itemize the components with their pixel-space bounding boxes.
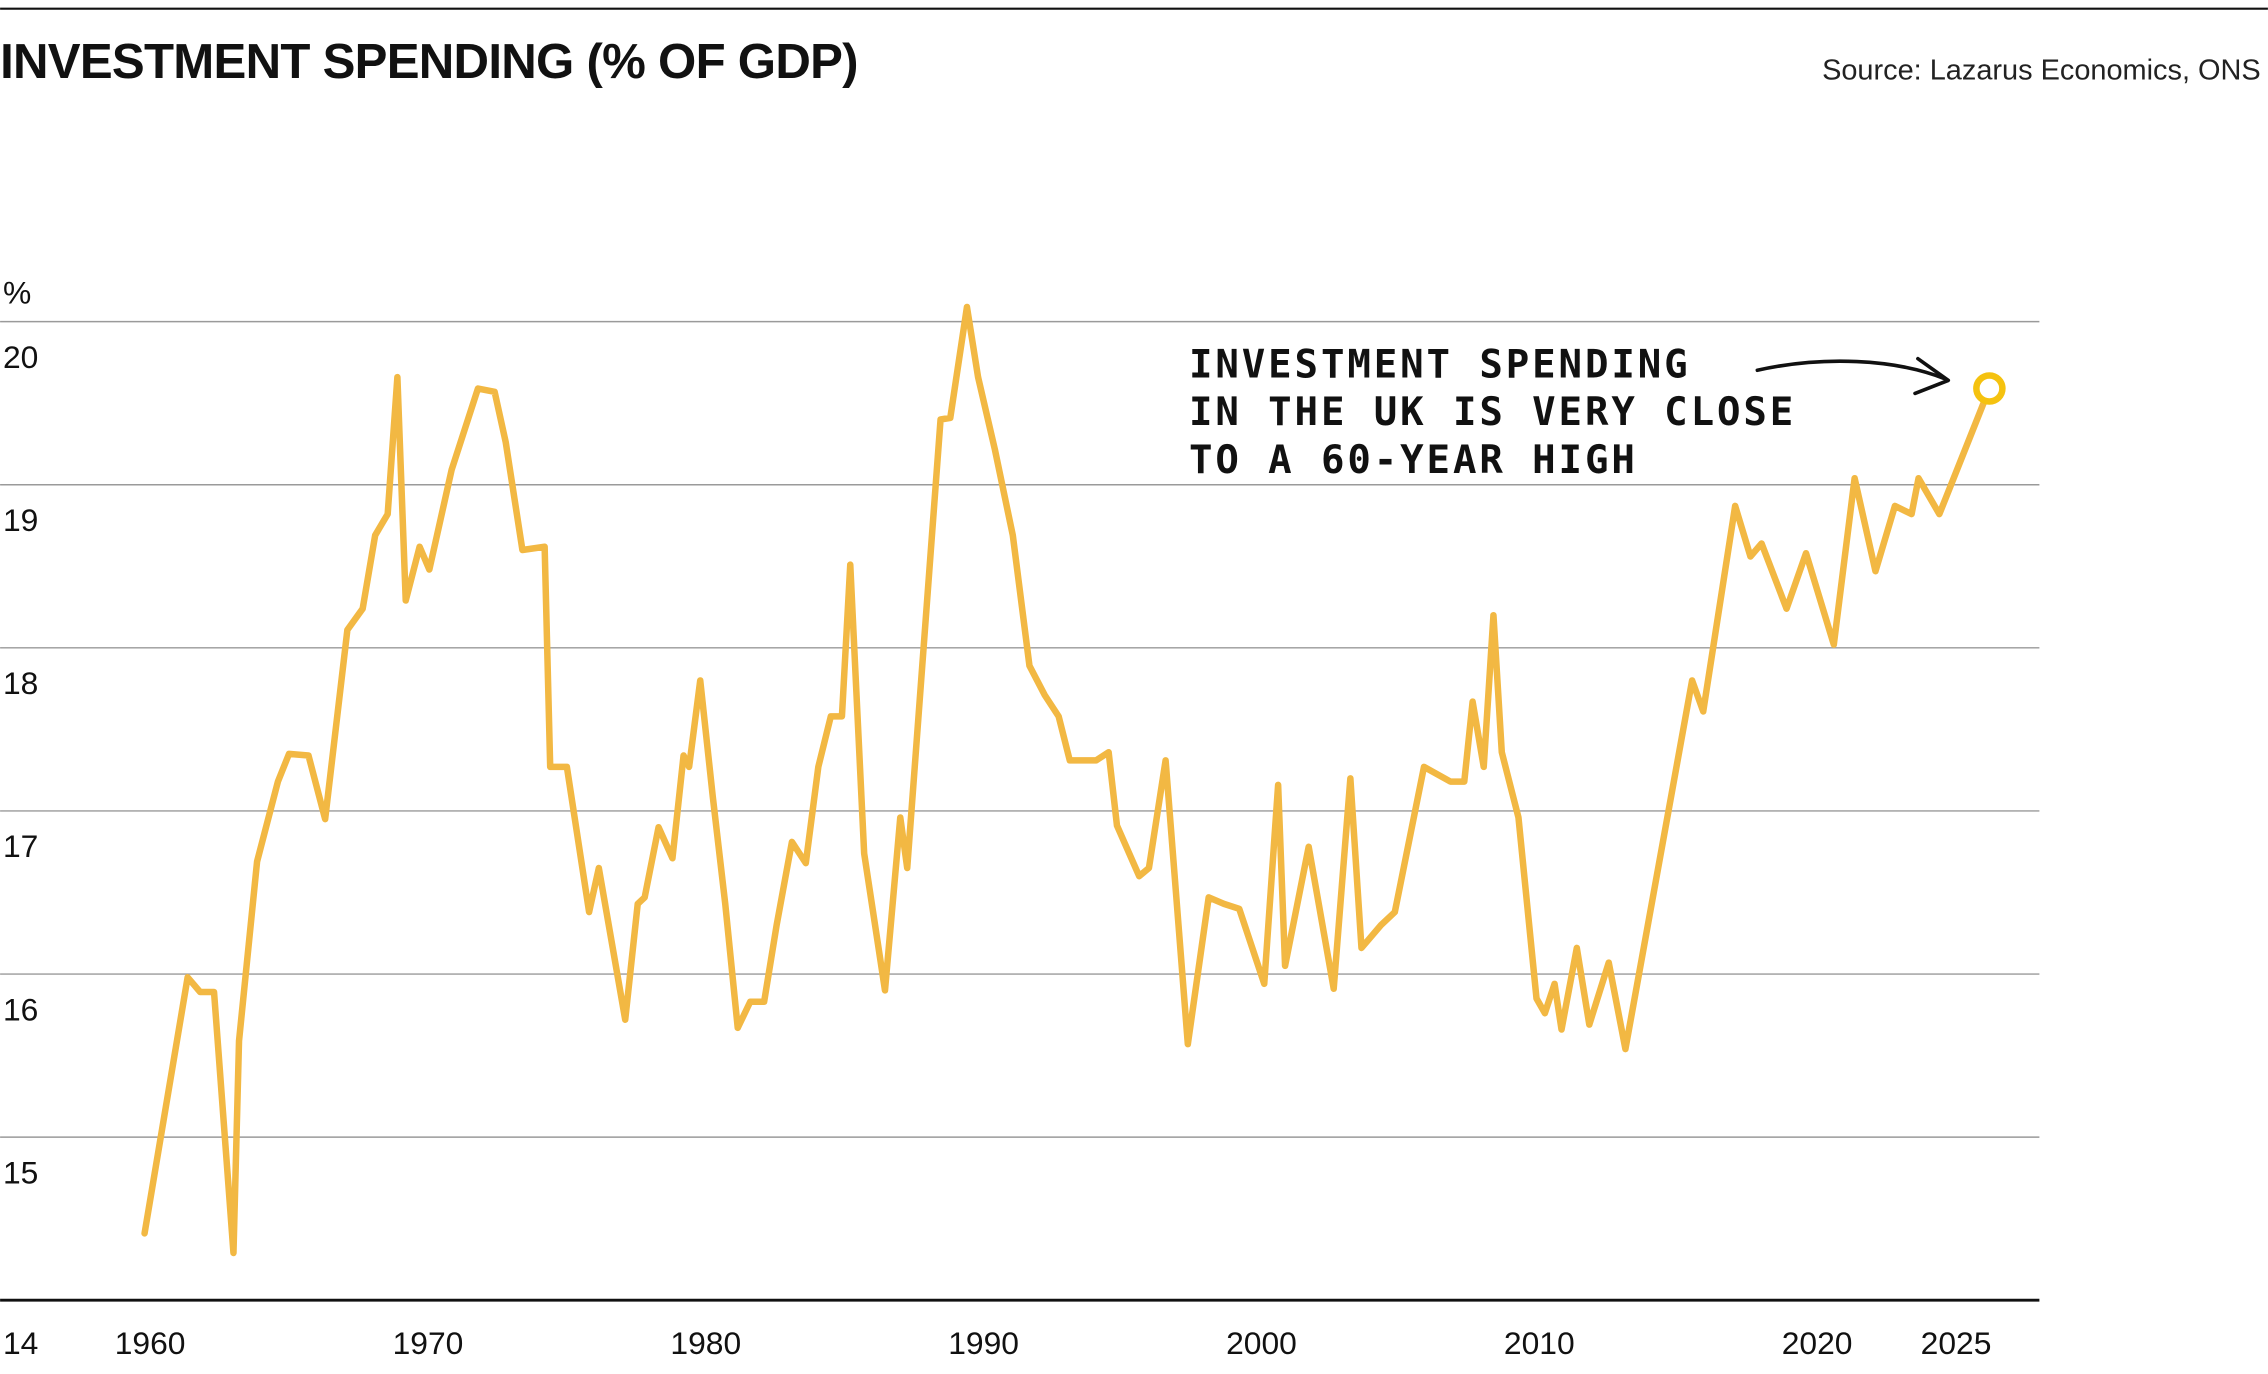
source: Source: Lazarus Economics, ONS [1822,55,2261,87]
y-tick-label: 20 [3,339,38,375]
annotation-arrow [1755,359,1948,381]
y-tick-label: 15 [3,1154,38,1190]
x-tick-label: 1980 [670,1325,741,1361]
chart-title: INVESTMENT SPENDING (% OF GDP) [0,34,858,89]
annotation-arrowhead [1913,356,1951,396]
y-tick-label: 19 [3,502,38,538]
data-line [141,303,1993,1257]
x-tick-label: 2020 [1782,1325,1853,1361]
annotation-line: IN THE UK IS VERY CLOSE [1189,390,1796,435]
end-point [1973,372,2006,405]
y-tick-label: 18 [3,665,38,701]
grid: 14 15 16 17 18 19 20 1960 1970 1980 1990 2000 2010 20… [0,320,2040,1361]
x-tick-label: 1970 [393,1325,464,1361]
y-tick-label: 17 [3,828,38,864]
x-tick-label: 2025 [1921,1325,1992,1361]
annotation-line: TO A 60-YEAR HIGH [1189,438,1638,483]
y-axis-label: % [3,275,31,311]
x-tick-label: 1960 [115,1325,186,1361]
x-tick-label: 1990 [948,1325,1019,1361]
x-tick-label: 2010 [1504,1325,1575,1361]
y-tick-label: 14 [3,1325,38,1361]
y-tick-label: 16 [3,991,38,1027]
x-tick-label: 2000 [1226,1325,1297,1361]
annotation-line: INVESTMENT SPENDING [1189,342,1691,387]
plot [141,303,2006,1257]
